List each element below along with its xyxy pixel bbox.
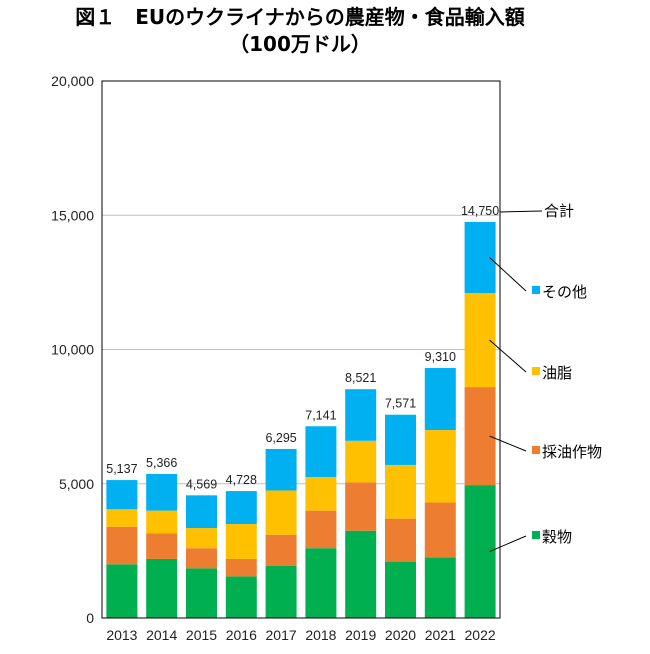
bar-segment-3 <box>345 440 377 483</box>
bar-segment-2 <box>186 548 217 569</box>
chart-title-line1: 図１ EUのウクライナからの農産物・食品輸入額 <box>75 5 525 29</box>
y-tick-label: 10,000 <box>51 342 94 358</box>
bar-segment-3 <box>385 464 416 519</box>
total-leader-line <box>499 210 543 213</box>
bar-segment-1 <box>385 561 416 618</box>
legend-swatch <box>532 286 540 294</box>
legend-leader-line <box>489 435 527 452</box>
total-data-label: 14,750 <box>461 204 499 218</box>
legend-leader-line <box>489 257 527 292</box>
legend-swatch <box>532 531 540 539</box>
legend-label: 穀物 <box>542 528 572 546</box>
x-tick-label: 2021 <box>425 627 456 643</box>
bar-segment-2 <box>385 518 416 562</box>
bar-segment-2 <box>424 502 456 558</box>
bar-segment-4 <box>424 368 456 431</box>
x-tick-label: 2015 <box>186 627 217 643</box>
bar-segment-4 <box>345 389 377 441</box>
y-tick-label: 20,000 <box>51 73 94 89</box>
total-data-label: 6,295 <box>265 431 296 445</box>
bar-segment-1 <box>225 576 257 618</box>
bar-segment-2 <box>345 482 377 531</box>
total-data-label: 5,137 <box>106 462 137 476</box>
bar-segment-2 <box>106 526 138 565</box>
bar-segment-1 <box>464 485 496 618</box>
x-tick-label: 2018 <box>305 627 336 643</box>
bar-segment-2 <box>464 387 496 486</box>
x-tick-label: 2017 <box>266 627 297 643</box>
bar-segment-3 <box>265 490 297 535</box>
bar-segment-3 <box>225 524 257 559</box>
total-data-label: 4,728 <box>226 473 257 487</box>
x-tick-label: 2019 <box>345 627 376 643</box>
x-tick-label: 2022 <box>465 627 496 643</box>
legend-leader-line <box>489 535 527 553</box>
total-data-label: 9,310 <box>425 350 456 364</box>
legend-label: 採油作物 <box>542 443 602 461</box>
y-tick-label: 0 <box>86 610 94 626</box>
bar-segment-3 <box>186 528 217 549</box>
legend-swatch <box>532 446 540 454</box>
bar-segment-2 <box>146 533 178 559</box>
total-data-label: 7,571 <box>385 397 416 411</box>
x-tick-label: 2013 <box>106 627 137 643</box>
bar-segment-1 <box>186 568 217 618</box>
bar-segment-1 <box>424 557 456 618</box>
bar-segment-1 <box>305 548 337 618</box>
bar-segment-1 <box>345 530 377 618</box>
total-data-label: 5,366 <box>146 456 177 470</box>
y-tick-label: 5,000 <box>59 476 94 492</box>
total-data-label: 4,569 <box>186 477 217 491</box>
bar-segment-4 <box>225 491 257 525</box>
bar-segment-3 <box>424 430 456 503</box>
bar-segment-1 <box>146 558 178 618</box>
x-tick-label: 2020 <box>385 627 416 643</box>
bar-segment-3 <box>146 510 178 534</box>
bar-segment-3 <box>305 477 337 511</box>
bar-segment-2 <box>225 558 257 577</box>
bar-segment-4 <box>305 426 337 478</box>
labels-layer: 0 5,000 10,000 15,000 20,000 2013 5,137 2014 5,3… <box>51 73 499 643</box>
bar-segment-4 <box>186 495 217 529</box>
bar-segment-3 <box>464 293 496 388</box>
chart-title-unit: （100万ドル） <box>229 32 371 56</box>
bar-segment-4 <box>464 221 496 294</box>
y-tick-label: 15,000 <box>51 207 94 223</box>
chart-title: 図１ EUのウクライナからの農産物・食品輸入額 （100万ドル） <box>0 4 650 58</box>
legend-leader-line <box>489 339 527 373</box>
bar-segment-3 <box>106 509 138 527</box>
bar-segment-4 <box>106 480 138 510</box>
legend-label: 油脂 <box>542 364 572 382</box>
bar-segment-1 <box>106 564 138 618</box>
legend-label: その他 <box>542 283 587 301</box>
total-data-label: 7,141 <box>305 408 336 422</box>
bar-segment-4 <box>385 414 416 465</box>
bar-segment-4 <box>146 473 178 511</box>
bars-layer <box>106 221 496 618</box>
x-tick-label: 2016 <box>226 627 257 643</box>
total-legend-label: 合計 <box>544 202 574 220</box>
total-data-label: 8,521 <box>345 371 376 385</box>
bar-segment-2 <box>305 510 337 549</box>
bar-segment-2 <box>265 534 297 566</box>
bar-segment-1 <box>265 565 297 618</box>
legend-swatch <box>532 367 540 375</box>
legend-layer: 穀物 採油作物 油脂 その他 合計 <box>489 202 602 553</box>
bar-segment-4 <box>265 448 297 491</box>
x-tick-label: 2014 <box>146 627 177 643</box>
